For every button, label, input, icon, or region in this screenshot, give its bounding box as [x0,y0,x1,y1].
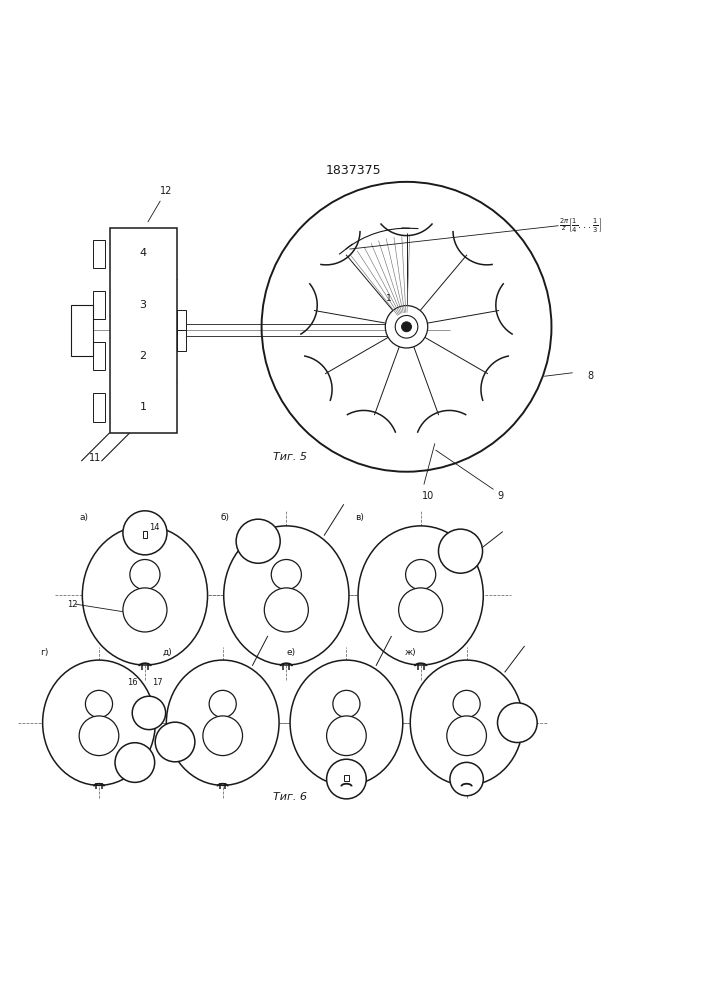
Circle shape [453,690,480,717]
Text: 3: 3 [140,300,146,310]
Bar [110,228,177,433]
Circle shape [123,511,167,555]
Text: 16: 16 [127,678,137,687]
Bar [93,240,105,268]
Circle shape [438,529,483,573]
Text: ж): ж) [404,648,416,657]
Circle shape [271,560,301,590]
Text: 11: 11 [89,453,102,463]
Circle shape [447,716,486,756]
Text: 14: 14 [150,523,160,532]
Bar [177,330,186,351]
Circle shape [156,722,195,762]
Circle shape [385,306,428,348]
Text: в): в) [356,513,364,522]
Circle shape [450,762,484,796]
Bar [143,531,147,538]
Text: Τиг. 6: Τиг. 6 [273,792,307,802]
Ellipse shape [410,660,523,785]
Bar [71,305,93,356]
Text: е): е) [286,648,296,657]
Ellipse shape [223,526,349,665]
Ellipse shape [166,660,279,785]
Ellipse shape [290,660,403,785]
Text: 12: 12 [148,186,173,222]
Text: 9: 9 [498,491,504,501]
Text: 4: 4 [139,248,147,258]
Circle shape [333,690,360,717]
Bar [177,310,186,330]
Text: д): д) [162,648,172,657]
Ellipse shape [82,526,208,665]
Text: б): б) [221,513,230,522]
Bar [93,291,105,319]
Circle shape [123,588,167,632]
Circle shape [209,690,236,717]
Circle shape [498,703,537,743]
Ellipse shape [358,526,484,665]
Circle shape [203,716,243,756]
Text: 1: 1 [386,294,392,303]
Circle shape [115,743,155,782]
Ellipse shape [42,660,156,785]
Circle shape [406,560,436,590]
Circle shape [402,322,411,332]
Circle shape [236,519,280,563]
Text: 1837375: 1837375 [326,164,381,177]
Circle shape [79,716,119,756]
Text: а): а) [80,513,88,522]
Text: 10: 10 [422,491,434,501]
Text: 17: 17 [153,678,163,687]
Bar [93,393,105,422]
Text: Τиг. 5: Τиг. 5 [273,452,307,462]
Text: 1: 1 [140,402,146,412]
Circle shape [130,560,160,590]
Circle shape [327,759,366,799]
Circle shape [399,588,443,632]
Circle shape [327,716,366,756]
Text: 2: 2 [139,351,147,361]
Bar [93,342,105,370]
Text: $\frac{2\pi}{z}\left[\frac{1}{4}...\frac{1}{3}\right]$: $\frac{2\pi}{z}\left[\frac{1}{4}...\frac… [559,217,602,235]
Text: 8: 8 [588,371,593,381]
Bar [344,775,349,781]
Text: 12: 12 [66,600,77,609]
Circle shape [264,588,308,632]
Text: г): г) [40,648,48,657]
Circle shape [86,690,112,717]
Circle shape [132,696,165,730]
